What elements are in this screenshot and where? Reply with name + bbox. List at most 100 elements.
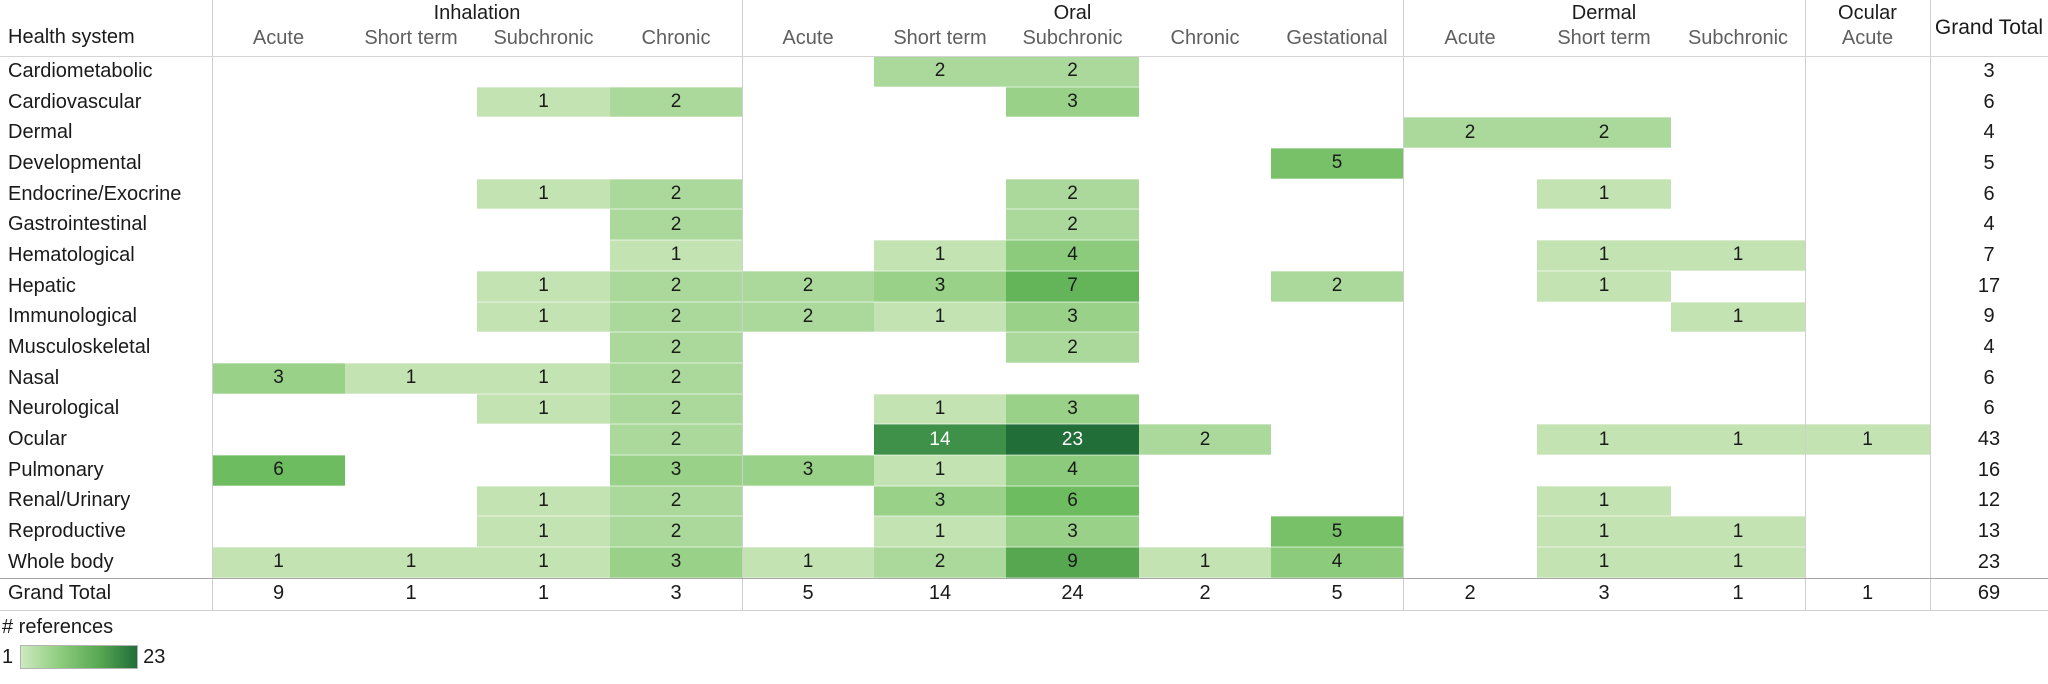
heatmap-cell: 1 [477,393,610,425]
heatmap-cell [1139,455,1271,486]
heatmap-cell [742,56,874,87]
heatmap-cell [1139,56,1271,87]
row-grand-total: 6 [1983,397,1995,420]
heatmap-cell: 7 [1006,270,1139,302]
heatmap-cell [345,486,477,517]
heatmap-cell [874,179,1006,210]
heatmap-cell: 1 [477,301,610,333]
heatmap-cell [345,148,477,179]
heatmap-cell [1139,148,1271,179]
heatmap-cell: 1 [477,362,610,394]
heatmap-cell [610,56,742,87]
heatmap-cell [212,209,345,240]
heatmap-cell [345,332,477,363]
grand-total-cell: 1 [1732,582,1744,605]
heatmap-cell: 1 [1537,485,1671,517]
heatmap-cell [874,332,1006,363]
legend: # references 1 23 [2,616,165,669]
heatmap-cell [345,394,477,425]
heatmap-cell: 2 [610,270,742,302]
heatmap-cell [1537,56,1671,87]
grand-total-overall: 69 [1977,582,2001,605]
heatmap-cell [1805,240,1930,271]
heatmap-cell: 1 [1671,424,1805,455]
heatmap-cell: 3 [610,547,742,578]
heatmap-cell [477,455,610,486]
heatmap-cell [1805,547,1930,578]
heatmap-cell [1805,87,1930,118]
grand-total-cell: 1 [537,582,550,605]
heatmap-cell: 3 [1006,393,1139,425]
heatmap-cell [477,240,610,271]
heatmap-cell: 1 [1537,240,1671,271]
heatmap-cell: 4 [1006,454,1139,486]
row-label-endocrine-exocrine: Endocrine/Exocrine [8,182,182,205]
heatmap-cell: 3 [1006,86,1139,118]
col-header-inhalation-subchronic: Subchronic [493,27,594,49]
heatmap-cell [742,332,874,363]
heatmap-cell: 2 [742,270,874,302]
heatmap-cell: 1 [477,270,610,302]
heatmap-cell [874,209,1006,240]
heatmap-cell [1671,209,1805,240]
row-grand-total: 7 [1983,243,1995,266]
grand-total-cell: 2 [1199,582,1211,605]
heatmap-cell [1805,302,1930,333]
row-grand-total: 16 [1977,458,2001,481]
heatmap-cell: 1 [874,516,1006,547]
heatmap-cell [1805,455,1930,486]
group-header-oral: Oral [1053,1,1092,24]
heatmap-cell: 1 [345,547,477,578]
row-grand-total: 13 [1977,520,2001,543]
heatmap-cell: 1 [477,516,610,547]
row-label-gastrointestinal: Gastrointestinal [8,213,147,236]
heatmap-cell [1271,117,1403,148]
heatmap-cell: 1 [874,240,1006,271]
header-health-system: Health system [8,26,135,48]
heatmap-cell [1805,394,1930,425]
heatmap-cell [874,148,1006,179]
heatmap-cell [1671,179,1805,210]
heatmap-cell [1805,486,1930,517]
heatmap-cell [345,516,477,547]
heatmap-cell: 1 [610,240,742,271]
col-header-dermal-subchronic: Subchronic [1687,27,1789,49]
heatmap-cell: 1 [1671,301,1805,333]
heatmap-cell [742,87,874,118]
row-grand-total: 4 [1983,121,1995,144]
heatmap-cell: 6 [212,454,345,486]
heatmap-cell: 2 [874,547,1006,578]
heatmap-cell: 1 [1805,424,1930,455]
heatmap-cell [1139,117,1271,148]
heatmap-cell [1671,332,1805,363]
heatmap-cell: 3 [1006,301,1139,333]
heatmap-cell [1805,516,1930,547]
heatmap-cell: 2 [610,393,742,425]
heatmap-cell [1805,271,1930,302]
col-header-oral-subchronic: Subchronic [1022,27,1123,49]
heatmap-cell: 23 [1006,424,1139,455]
heatmap-cell: 2 [610,86,742,118]
heatmap-cell [610,117,742,148]
row-label-dermal: Dermal [8,121,73,144]
heatmap-cell [742,179,874,210]
row-label-hematological: Hematological [8,243,135,266]
heatmap-cell [1271,332,1403,363]
heatmap-cell [1805,117,1930,148]
heatmap-cell: 2 [610,516,742,547]
row-grand-total: 6 [1983,90,1995,113]
legend-max-label: 23 [143,645,166,668]
heatmap-cell [1671,486,1805,517]
heatmap-cell [1139,271,1271,302]
col-header-oral-short-term: Short term [893,27,987,49]
heatmap-cell [1403,424,1537,455]
row-grand-total: 6 [1983,366,1995,389]
heatmap-cell: 2 [610,301,742,333]
heatmap-cell: 3 [742,454,874,486]
header-grand-total: Grand Total [1934,16,2044,39]
heatmap-cell: 1 [874,393,1006,425]
col-header-oral-chronic: Chronic [1170,27,1240,49]
heatmap-cell: 1 [1671,516,1805,547]
heatmap-cell: 2 [1006,209,1139,241]
col-header-dermal-short-term: Short term [1557,27,1651,49]
